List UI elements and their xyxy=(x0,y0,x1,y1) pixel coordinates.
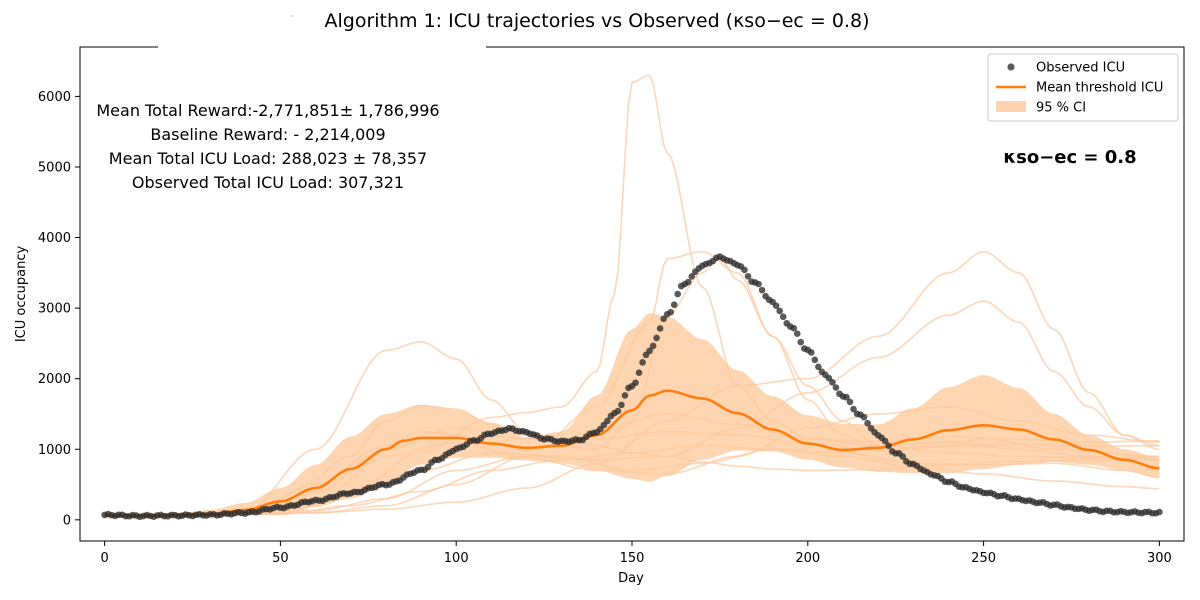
annotation-observed-icu-load: Observed Total ICU Load: 307,321 xyxy=(132,173,404,192)
legend-ci-label: 95 % CI xyxy=(1036,101,1086,116)
y-tick-label: 1000 xyxy=(38,443,71,458)
summary-annotations: Mean Total Reward:-2,771,851± 1,786,996 … xyxy=(96,101,439,192)
x-tick-label: 0 xyxy=(100,551,108,566)
observed-point xyxy=(885,442,892,450)
observed-point xyxy=(656,325,664,332)
mean-threshold-line xyxy=(104,389,1160,518)
observed-point xyxy=(653,334,660,342)
x-axis-label: Day xyxy=(618,571,644,586)
observed-point xyxy=(744,273,752,280)
legend-box xyxy=(987,53,1179,122)
observed-point xyxy=(755,280,762,288)
stray-dot xyxy=(291,15,293,17)
y-tick-label: 3000 xyxy=(38,302,71,317)
observed-point xyxy=(614,407,622,415)
y-tick-label: 0 xyxy=(63,513,71,528)
x-axis-ticks: 0 50 100 150 200 250 300 xyxy=(100,541,1172,566)
observed-point xyxy=(829,379,836,386)
observed-point xyxy=(635,369,643,377)
x-tick-label: 250 xyxy=(971,551,996,566)
observed-point xyxy=(604,417,611,425)
observed-point xyxy=(850,405,857,413)
legend-observed-marker xyxy=(1007,63,1015,71)
y-tick-label: 2000 xyxy=(38,372,71,387)
observed-point xyxy=(660,315,667,323)
observed-point xyxy=(618,401,625,409)
observed-point xyxy=(649,342,657,350)
observed-point xyxy=(670,301,678,309)
observed-point xyxy=(881,437,889,445)
observed-point xyxy=(776,307,783,315)
legend-mean-label: Mean threshold ICU xyxy=(1036,81,1163,96)
annotation-mean-icu-load: Mean Total ICU Load: 288,023 ± 78,357 xyxy=(109,149,427,168)
observed-point xyxy=(832,384,840,391)
kappa-label: κso−ec = 0.8 xyxy=(1003,147,1136,168)
observed-point xyxy=(621,392,629,399)
observed-points xyxy=(101,253,1163,521)
x-tick-label: 50 xyxy=(272,551,289,566)
legend: Observed ICU Mean threshold ICU 95 % CI xyxy=(987,53,1179,122)
legend-ci-patch xyxy=(996,101,1026,112)
observed-point xyxy=(684,278,692,286)
title-backdrop xyxy=(158,45,486,50)
observed-point xyxy=(674,290,682,298)
observed-point xyxy=(646,347,653,355)
annotation-mean-reward: Mean Total Reward:-2,771,851± 1,786,996 xyxy=(96,101,439,120)
observed-point xyxy=(790,324,798,332)
observed-point xyxy=(793,330,801,337)
observed-point xyxy=(1156,508,1163,516)
observed-point xyxy=(667,308,674,316)
annotation-baseline-reward: Baseline Reward: - 2,214,009 xyxy=(150,125,385,144)
observed-point xyxy=(815,363,822,371)
observed-point xyxy=(846,398,854,406)
y-tick-label: 6000 xyxy=(38,90,71,105)
chart-title: Algorithm 1: ICU trajectories vs Observe… xyxy=(325,10,870,32)
observed-point xyxy=(424,463,432,471)
observed-point xyxy=(899,453,907,460)
observed-point xyxy=(758,286,766,294)
observed-point xyxy=(811,356,819,364)
observed-point xyxy=(843,393,850,401)
observed-point xyxy=(779,313,787,321)
x-tick-label: 300 xyxy=(1147,551,1172,566)
observed-point xyxy=(864,419,871,427)
observed-point xyxy=(741,266,748,274)
legend-observed-label: Observed ICU xyxy=(1036,61,1125,76)
observed-point xyxy=(632,379,639,387)
y-tick-label: 4000 xyxy=(38,231,71,246)
x-tick-label: 150 xyxy=(620,551,645,566)
y-axis-label: ICU occupancy xyxy=(14,246,29,343)
observed-point xyxy=(797,338,805,346)
x-tick-label: 200 xyxy=(795,551,820,566)
observed-point xyxy=(772,302,780,309)
observed-point xyxy=(639,359,646,366)
observed-point xyxy=(688,273,696,280)
y-tick-label: 5000 xyxy=(38,160,71,175)
ci-band-area xyxy=(104,313,1160,518)
y-axis-ticks: 0 1000 2000 3000 4000 5000 6000 xyxy=(38,90,80,528)
observed-point xyxy=(860,413,868,421)
x-tick-label: 100 xyxy=(444,551,469,566)
observed-point xyxy=(808,349,815,356)
